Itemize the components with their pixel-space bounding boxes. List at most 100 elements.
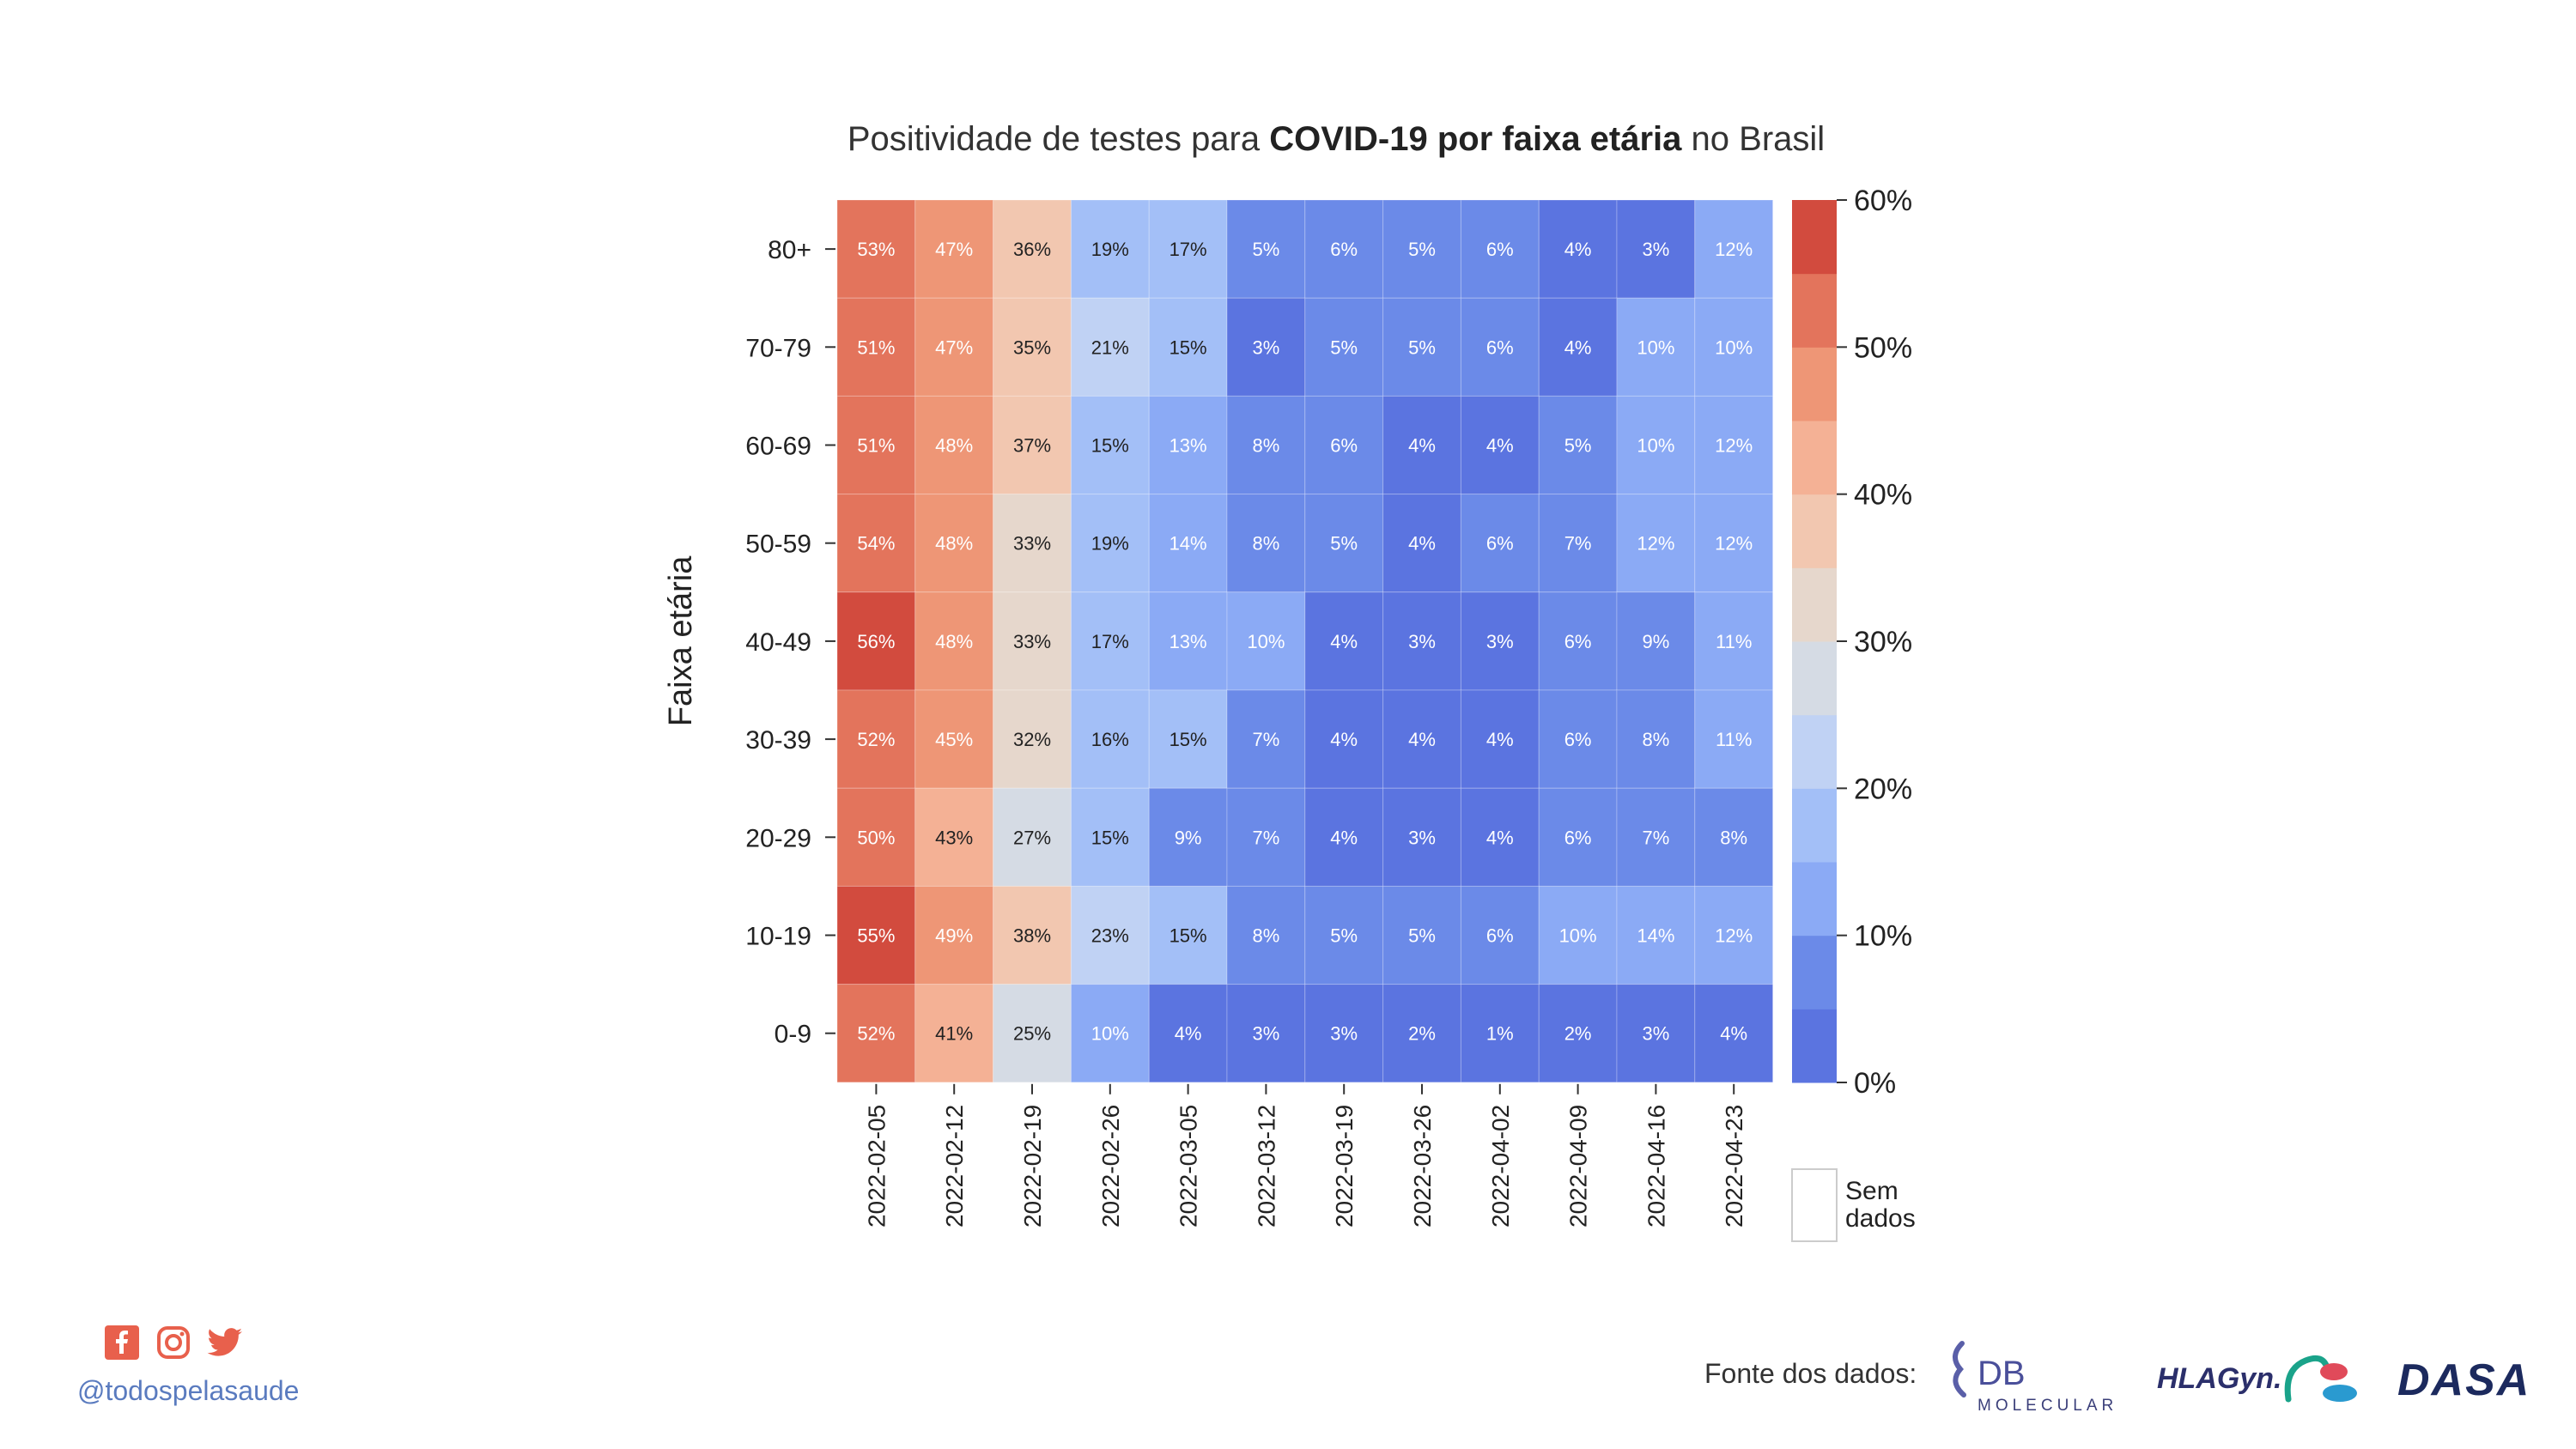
colorbar-tick-label: 40%	[1854, 479, 1912, 512]
heatmap-cell	[1694, 885, 1774, 985]
heatmap-cell	[914, 787, 994, 887]
cell-label: 15%	[1170, 729, 1207, 750]
cell-label: 13%	[1170, 631, 1207, 652]
cell-label: 6%	[1486, 336, 1514, 358]
heatmap-cell	[1616, 591, 1696, 691]
heatmap-cell	[1616, 689, 1696, 789]
y-tick-label: 50-59	[745, 530, 811, 559]
heatmap-cell	[1148, 984, 1228, 1083]
cell-label: 12%	[1715, 925, 1753, 947]
cell-label: 12%	[1715, 435, 1753, 457]
dasa-logo-text: DASA	[2397, 1355, 2530, 1404]
cell-label: 55%	[857, 925, 895, 947]
heatmap-cell	[1148, 885, 1228, 985]
heatmap-cell	[1694, 395, 1774, 495]
cell-label: 15%	[1170, 925, 1207, 947]
y-tick-label: 10-19	[745, 923, 811, 951]
colorbar-segment	[1792, 641, 1837, 716]
cell-label: 36%	[1013, 239, 1051, 260]
heatmap-cell	[1070, 395, 1150, 495]
cell-label: 8%	[1643, 729, 1670, 750]
heatmap-cell	[1226, 494, 1306, 593]
x-tick-label: 2022-03-19	[1331, 1105, 1358, 1228]
db-logo-main: DB	[1978, 1355, 2026, 1392]
heatmap-cell	[1148, 297, 1228, 397]
social-handle[interactable]: @todospelasaude	[77, 1375, 300, 1406]
cell-label: 7%	[1564, 533, 1592, 555]
cell-label: 3%	[1408, 827, 1436, 848]
heatmap-cell	[914, 591, 994, 691]
heatmap-cell	[1226, 984, 1306, 1083]
x-tick-label: 2022-04-23	[1721, 1105, 1747, 1228]
cell-label: 43%	[935, 827, 973, 848]
heatmap-cell	[1538, 984, 1618, 1083]
heatmap-cell	[1694, 199, 1774, 299]
cell-label: 51%	[857, 336, 895, 358]
cell-label: 3%	[1408, 631, 1436, 652]
heatmap-cell	[836, 885, 916, 985]
x-tick-label: 2022-04-09	[1565, 1105, 1592, 1228]
heatmap-cell	[1616, 984, 1696, 1083]
heatmap-cell	[1304, 984, 1384, 1083]
hlagyn-logo-text: HLAGyn.	[2157, 1362, 2281, 1395]
cell-label: 4%	[1330, 827, 1358, 848]
cell-label: 32%	[1013, 729, 1051, 750]
facebook-icon[interactable]	[103, 1324, 141, 1361]
cell-label: 15%	[1091, 827, 1129, 848]
heatmap-cell	[1538, 395, 1618, 495]
heatmap-cell	[1694, 297, 1774, 397]
cell-label: 4%	[1486, 435, 1514, 457]
colorbar-tick-label: 30%	[1854, 626, 1912, 658]
colorbar-segment	[1792, 714, 1837, 789]
cell-label: 10%	[1637, 435, 1674, 457]
x-tick-label: 2022-03-12	[1253, 1105, 1279, 1228]
heatmap-cell	[1460, 297, 1540, 397]
heatmap-cell	[1148, 689, 1228, 789]
cell-label: 4%	[1486, 827, 1514, 848]
cell-label: 15%	[1091, 435, 1129, 457]
instagram-icon[interactable]	[155, 1324, 192, 1361]
cell-label: 27%	[1013, 827, 1051, 848]
colorbar-segment	[1792, 494, 1837, 568]
cell-label: 33%	[1013, 533, 1051, 555]
cell-label: 5%	[1408, 239, 1436, 260]
heatmap-cell	[1382, 395, 1461, 495]
heatmap-cell	[1226, 787, 1306, 887]
cell-label: 53%	[857, 239, 895, 260]
cell-label: 4%	[1486, 729, 1514, 750]
cell-label: 12%	[1715, 533, 1753, 555]
heatmap-cell	[993, 591, 1072, 691]
heatmap-cell	[1304, 395, 1384, 495]
x-tick-label: 2022-04-02	[1487, 1105, 1514, 1228]
heatmap-cell	[1460, 591, 1540, 691]
heatmap-cell	[1304, 591, 1384, 691]
dasa-logo: DASA	[2397, 1355, 2530, 1404]
x-tick-label: 2022-02-26	[1097, 1105, 1124, 1228]
heatmap-cell	[914, 395, 994, 495]
heatmap-cell	[1538, 591, 1618, 691]
heatmap-cell	[1616, 787, 1696, 887]
cell-label: 10%	[1247, 631, 1285, 652]
cell-label: 9%	[1175, 827, 1202, 848]
cell-label: 5%	[1564, 435, 1592, 457]
heatmap-cell	[1382, 199, 1461, 299]
heatmap-cell	[1382, 689, 1461, 789]
cell-label: 14%	[1170, 533, 1207, 555]
cell-label: 3%	[1253, 1023, 1280, 1045]
heatmap-cell	[1070, 885, 1150, 985]
y-tick-label: 0-9	[775, 1021, 811, 1049]
cell-label: 48%	[935, 533, 973, 555]
cell-label: 11%	[1716, 631, 1752, 652]
title-suffix: no Brasil	[1681, 120, 1826, 158]
cell-label: 4%	[1330, 631, 1358, 652]
colorbar-segment	[1792, 421, 1837, 495]
db-logo-sub: MOLECULAR	[1978, 1397, 2117, 1415]
twitter-icon[interactable]	[206, 1324, 244, 1361]
y-axis-label: Faixa etária	[663, 555, 699, 726]
heatmap-cell	[836, 787, 916, 887]
heatmap-cell	[1538, 199, 1618, 299]
cell-label: 7%	[1253, 827, 1280, 848]
heatmap-cell	[1304, 787, 1384, 887]
x-tick-label: 2022-02-12	[941, 1105, 968, 1228]
y-tick-label: 20-29	[745, 824, 811, 852]
